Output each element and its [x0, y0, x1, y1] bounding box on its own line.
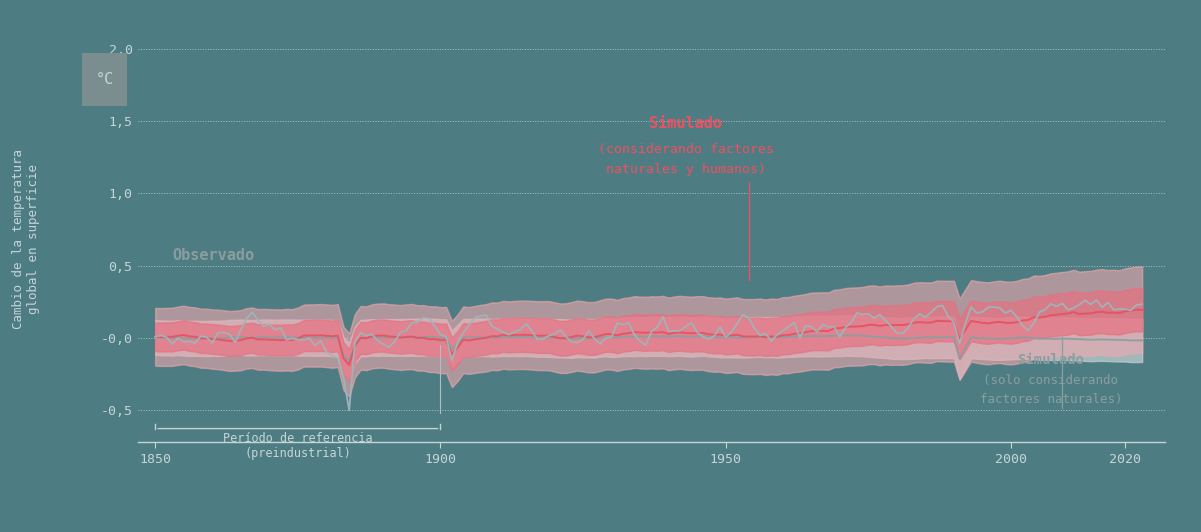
Text: Observado: Observado — [173, 248, 255, 263]
Text: Período de referencia
(preindustrial): Período de referencia (preindustrial) — [223, 432, 372, 460]
Text: Simulado: Simulado — [650, 117, 722, 131]
Text: Cambio de la temperatura
global en superficie: Cambio de la temperatura global en super… — [12, 149, 41, 329]
Text: Simulado: Simulado — [1017, 353, 1085, 367]
Text: (considerando factores: (considerando factores — [598, 143, 773, 156]
Text: °C: °C — [95, 72, 114, 87]
Text: (solo considerando: (solo considerando — [984, 374, 1118, 387]
Text: naturales y humanos): naturales y humanos) — [605, 163, 766, 176]
Text: factores naturales): factores naturales) — [980, 393, 1122, 405]
